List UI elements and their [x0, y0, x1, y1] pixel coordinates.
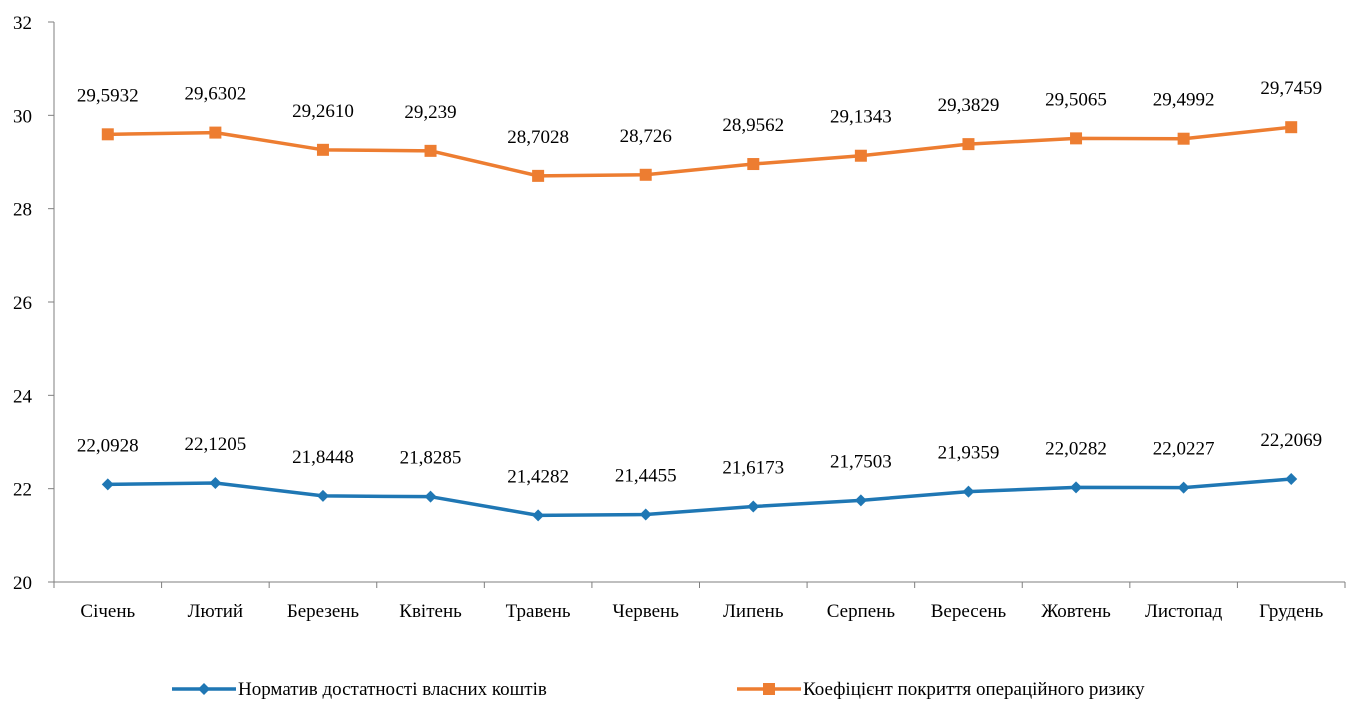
x-tick-label: Січень	[80, 601, 135, 622]
legend-item-1: Норматив достатності власних коштів	[172, 679, 547, 700]
data-point-marker	[316, 143, 329, 156]
data-label: 22,0928	[77, 435, 139, 456]
y-tick-label: 20	[13, 573, 32, 594]
data-point-marker	[532, 169, 545, 182]
data-label: 29,5932	[77, 85, 139, 106]
x-tick-label: Червень	[612, 601, 679, 622]
data-label: 21,8448	[292, 447, 354, 468]
data-point-marker	[209, 126, 222, 139]
data-point-marker	[1070, 132, 1083, 145]
data-point-marker	[1177, 132, 1190, 145]
data-label: 29,6302	[185, 84, 247, 105]
data-label: 21,7503	[830, 451, 892, 472]
x-tick-label: Серпень	[827, 601, 896, 622]
x-tick-label: Грудень	[1259, 601, 1324, 622]
data-label: 29,1343	[830, 107, 892, 128]
data-point-marker	[1285, 473, 1298, 486]
data-point-marker	[747, 500, 760, 513]
data-point-marker	[209, 477, 222, 490]
x-tick-label: Травень	[506, 601, 571, 622]
data-label: 21,4455	[615, 466, 677, 487]
legend-label: Норматив достатності власних коштів	[238, 679, 547, 700]
y-tick-label: 26	[13, 293, 32, 314]
data-label: 29,5065	[1045, 89, 1107, 110]
x-tick-label: Листопад	[1145, 601, 1223, 622]
data-point-marker	[854, 494, 867, 507]
data-label: 29,239	[404, 102, 456, 123]
data-point-marker	[1177, 481, 1190, 494]
data-label: 21,4282	[507, 466, 569, 487]
data-point-marker	[424, 490, 437, 503]
x-tick-label: Березень	[287, 601, 360, 622]
data-point-marker	[639, 168, 652, 181]
data-label: 21,8285	[400, 448, 462, 469]
data-point-marker	[962, 138, 975, 151]
data-label: 28,726	[620, 126, 672, 147]
data-label: 29,7459	[1260, 78, 1322, 99]
legend-marker	[198, 683, 210, 695]
data-label: 28,7028	[507, 127, 569, 148]
data-point-marker	[101, 128, 114, 141]
data-label: 22,2069	[1260, 430, 1322, 451]
y-tick-label: 24	[13, 386, 33, 407]
data-point-marker	[101, 478, 114, 491]
data-label: 21,9359	[938, 443, 1000, 464]
x-tick-label: Жовтень	[1041, 601, 1111, 622]
data-label: 22,1205	[185, 434, 247, 455]
y-tick-label: 28	[13, 200, 32, 221]
legend-marker	[763, 683, 775, 695]
data-point-marker	[962, 485, 975, 498]
y-tick-label: 32	[13, 13, 32, 34]
data-label: 22,0282	[1045, 438, 1107, 459]
chart-axes	[53, 22, 1345, 583]
data-point-marker	[316, 489, 329, 502]
data-point-marker	[532, 509, 545, 522]
data-point-marker	[747, 158, 760, 171]
data-labels-layer: 22,0928 22,1205 21,8448 21,8285 21,4282 21,44…	[77, 78, 1322, 487]
data-point-marker	[854, 149, 867, 162]
legend-label: Коефіцієнт покриття операційного ризику	[803, 679, 1145, 700]
y-tick-label: 30	[13, 106, 32, 127]
x-tick-label: Липень	[723, 601, 784, 622]
data-point-marker	[1070, 481, 1083, 494]
x-axis-ticks: Січень Лютий Березень Квітень Травень Червень…	[53, 582, 1346, 622]
legend: Норматив достатності власних коштів Коефі…	[172, 679, 1145, 700]
legend-item-2: Коефіцієнт покриття операційного ризику	[737, 679, 1145, 700]
data-point-marker	[424, 144, 437, 157]
data-label: 21,6173	[722, 458, 784, 479]
series-line-1	[107, 477, 1292, 518]
series-line-2	[107, 125, 1292, 178]
data-label: 29,2610	[292, 101, 354, 122]
x-tick-label: Лютий	[188, 601, 243, 622]
y-axis-ticks: 20 22 24 26 28 30 32	[13, 13, 54, 594]
data-label: 29,3829	[938, 95, 1000, 116]
data-label: 28,9562	[722, 115, 784, 136]
x-tick-label: Вересень	[931, 601, 1007, 622]
x-tick-label: Квітень	[399, 601, 462, 622]
data-label: 29,4992	[1153, 90, 1215, 111]
data-point-marker	[1285, 121, 1298, 134]
data-label: 22,0227	[1153, 439, 1215, 460]
series-layer	[101, 121, 1298, 522]
y-tick-label: 22	[13, 480, 32, 501]
data-point-marker	[639, 508, 652, 521]
